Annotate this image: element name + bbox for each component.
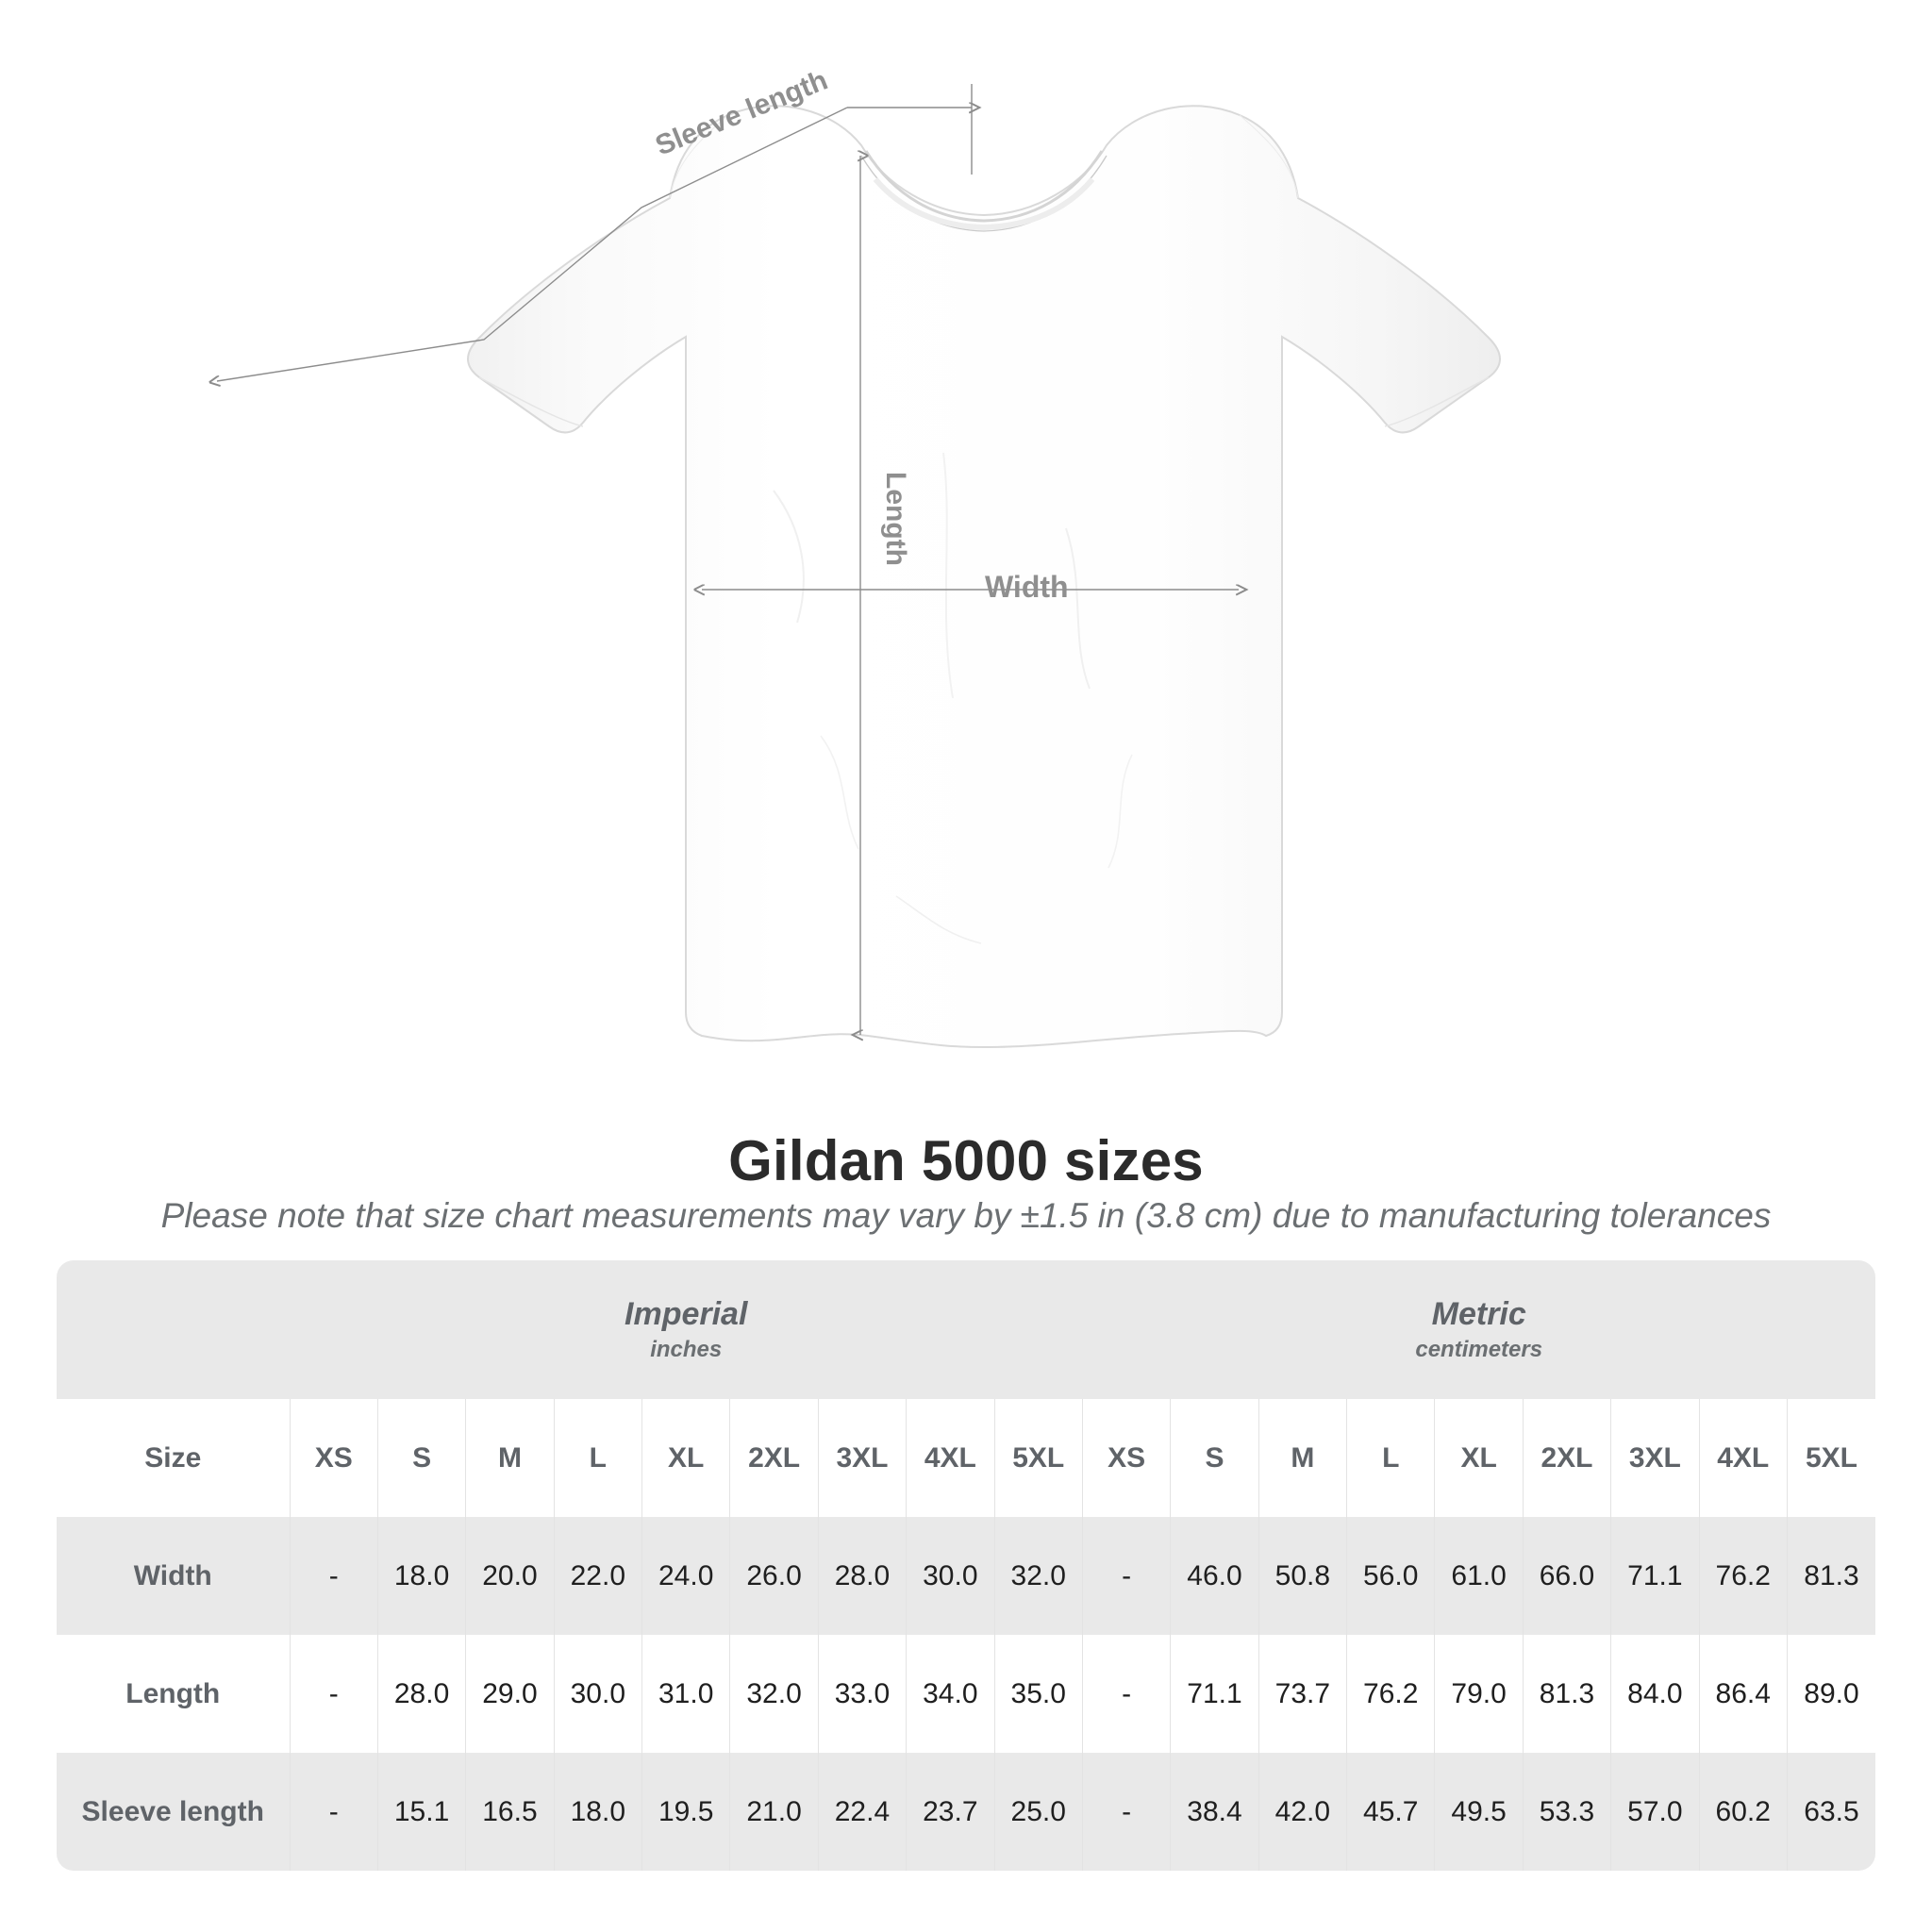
svg-text:Length: Length [880, 472, 911, 566]
svg-text:Width: Width [985, 570, 1069, 604]
